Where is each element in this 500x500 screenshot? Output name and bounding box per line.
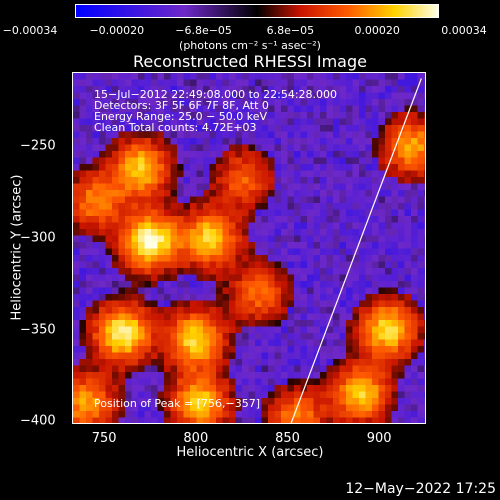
y-axis-label: Heliocentric Y (arcsec): [9, 174, 25, 321]
colorbar-tick: 0.00020: [354, 24, 400, 37]
x-tick-label: 900: [366, 431, 392, 446]
x-axis-label: Heliocentric X (arcsec): [176, 445, 324, 460]
x-tick-label: 750: [91, 431, 117, 446]
chart-title: Reconstructed RHESSI Image: [133, 52, 367, 71]
colorbar-tick: −6.8e−05: [175, 24, 232, 37]
timestamp: 12−May−2022 17:25: [345, 481, 496, 497]
colorbar-tick: 6.8e−05: [266, 24, 315, 37]
heatmap: [73, 73, 425, 423]
x-tick-label: 850: [275, 431, 300, 446]
info-line: 15−Jul−2012 22:49:08.000 to 22:54:28.000: [94, 88, 338, 101]
colorbar-tick: −0.00034: [2, 24, 58, 37]
colorbar-tick: −0.00020: [89, 24, 145, 37]
y-tick-label: −350: [20, 322, 56, 338]
info-line: Energy Range: 25.0 − 50.0 keV: [94, 110, 268, 123]
info-line: Detectors: 3F 5F 6F 7F 8F, Att 0: [94, 99, 269, 112]
colorbar: [75, 4, 439, 18]
y-tick-label: −250: [20, 138, 56, 154]
colorbar-tick: 0.00034: [441, 24, 487, 37]
y-tick-label: −400: [20, 413, 56, 429]
solar-limb-line: [290, 78, 422, 423]
peak-position-text: Position of Peak = [756,−357]: [94, 397, 261, 410]
x-tick-label: 800: [183, 431, 209, 446]
info-line: Clean Total counts: 4.72E+03: [94, 121, 257, 134]
plot-area: [72, 72, 426, 424]
y-tick-label: −300: [20, 230, 56, 246]
colorbar-units: (photons cm⁻² s⁻¹ asec⁻²): [179, 39, 321, 52]
